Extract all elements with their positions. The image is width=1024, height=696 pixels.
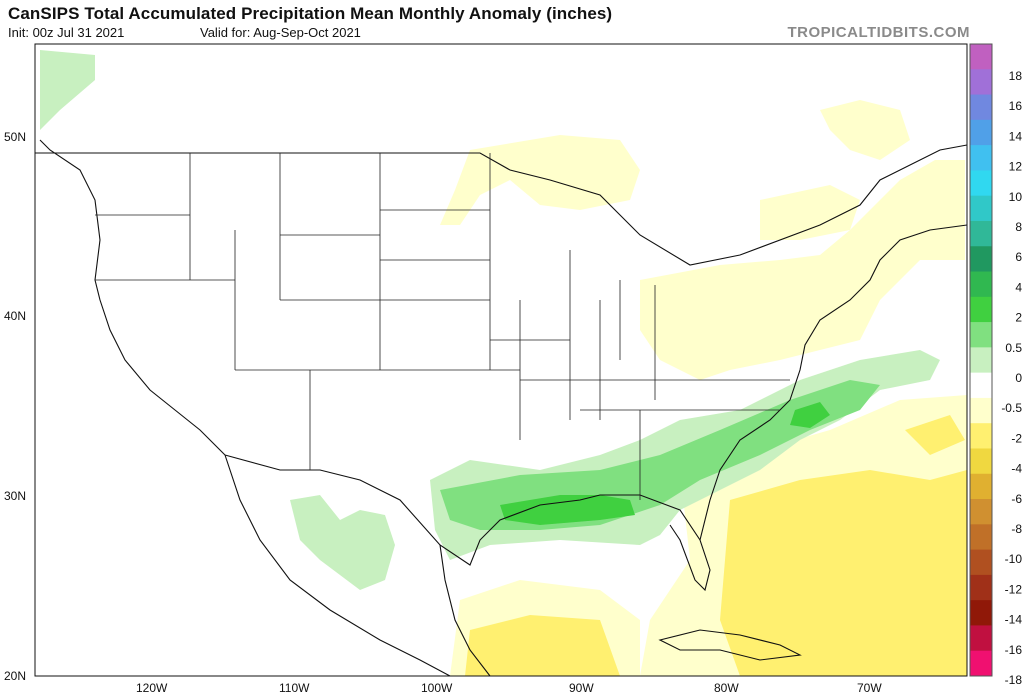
lon-label-70w: 70W — [857, 681, 882, 695]
colorbar-swatch — [970, 499, 992, 525]
lat-label-30n: 30N — [4, 489, 26, 503]
lon-label-80w: 80W — [714, 681, 739, 695]
colorbar-swatch — [970, 524, 992, 551]
colorbar-swatch — [970, 473, 992, 500]
colorbar-tick-label: -8 — [1011, 522, 1022, 536]
colorbar-tick-label: -2 — [1011, 431, 1022, 445]
longitude-labels: 120W 110W 100W 90W 80W 70W — [136, 681, 882, 695]
colorbar-swatch — [970, 650, 992, 677]
map-title: CanSIPS Total Accumulated Precipitation … — [8, 4, 613, 23]
colorbar-tick-label: 8 — [1015, 220, 1022, 234]
colorbar-swatch — [970, 600, 992, 626]
colorbar-tick-label: 2 — [1015, 311, 1022, 325]
colorbar-swatch — [970, 296, 992, 323]
moderate-dry-areas — [465, 415, 967, 676]
colorbar-swatch — [970, 170, 992, 197]
colorbar-swatch — [970, 322, 992, 348]
colorbar-tick-label: -16 — [1005, 643, 1023, 657]
colorbar-tick-label: -14 — [1005, 613, 1023, 627]
lon-label-120w: 120W — [136, 681, 168, 695]
colorbar-tick-label: -0.5 — [1001, 401, 1022, 415]
colorbar-swatch — [970, 397, 992, 424]
coastlines-and-borders — [35, 139, 968, 677]
colorbar-tick-label: -10 — [1005, 552, 1023, 566]
wet-anomaly-areas — [290, 350, 940, 590]
lon-label-110w: 110W — [279, 681, 310, 695]
colorbar-swatch — [970, 94, 992, 121]
latitude-labels: 50N 40N 30N 20N — [4, 130, 26, 683]
colorbar-tick-label: 16 — [1009, 99, 1023, 113]
colorbar-tick-label: 4 — [1015, 280, 1022, 294]
colorbar-swatch — [970, 347, 992, 374]
lon-label-90w: 90W — [569, 681, 594, 695]
colorbar-tick-label: 12 — [1009, 160, 1023, 174]
colorbar-tick-label: 14 — [1009, 129, 1023, 143]
colorbar-swatch — [970, 195, 992, 222]
colorbar-swatch — [970, 271, 992, 298]
colorbar-swatch — [970, 119, 992, 146]
lat-label-20n: 20N — [4, 669, 26, 683]
lon-label-100w: 100W — [421, 681, 453, 695]
map-frame — [34, 43, 968, 677]
colorbar-swatch — [970, 549, 992, 576]
colorbar-tick-label: 0 — [1015, 371, 1022, 385]
colorbar-swatch — [970, 423, 992, 449]
source-watermark: TROPICALTIDBITS.COM — [787, 24, 970, 41]
colorbar-tick-label: 0.5 — [1005, 341, 1022, 355]
colorbar: 18 16 14 12 10 8 6 4 2 0.5 0 -0.5 -2 -4 -6 -8 -10 -12 -14 -… — [969, 43, 1023, 687]
colorbar-swatch — [970, 372, 992, 399]
colorbar-swatch — [970, 145, 992, 171]
colorbar-swatch — [970, 220, 992, 247]
valid-period: Valid for: Aug-Sep-Oct 2021 — [200, 25, 361, 40]
colorbar-tick-label: 6 — [1015, 250, 1022, 264]
colorbar-swatch — [970, 448, 992, 475]
colorbar-tick-label: -6 — [1011, 492, 1022, 506]
lat-label-50n: 50N — [4, 130, 26, 144]
colorbar-swatch — [970, 246, 992, 273]
colorbar-swatch — [970, 574, 992, 601]
colorbar-swatch — [970, 625, 992, 652]
init-time: Init: 00z Jul 31 2021 — [8, 25, 125, 40]
colorbar-tick-label: 18 — [1009, 69, 1023, 83]
state-borders — [95, 153, 790, 500]
colorbar-frame — [969, 43, 993, 677]
lat-label-40n: 40N — [4, 309, 26, 323]
colorbar-swatch — [970, 44, 992, 70]
colorbar-tick-label: -18 — [1005, 673, 1023, 687]
colorbar-swatch — [970, 69, 992, 96]
colorbar-tick-label: -4 — [1011, 462, 1022, 476]
colorbar-tick-label: -12 — [1005, 582, 1023, 596]
colorbar-tick-label: 10 — [1009, 190, 1023, 204]
